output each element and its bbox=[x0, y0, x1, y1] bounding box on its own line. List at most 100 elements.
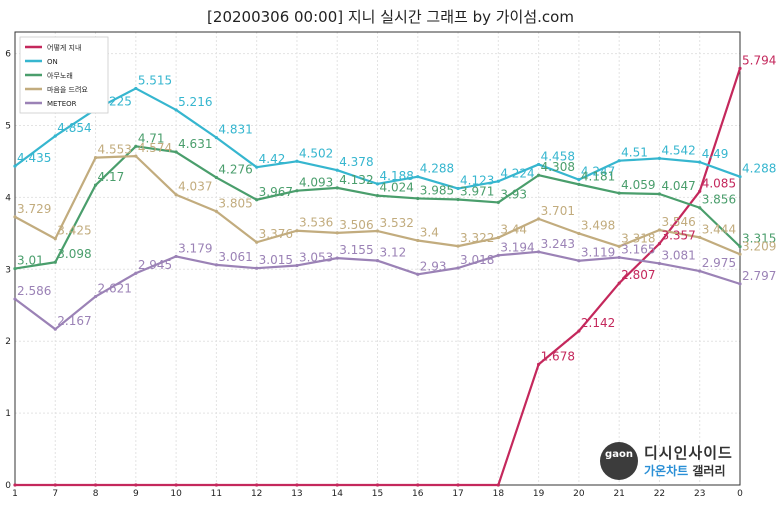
data-point bbox=[295, 263, 299, 268]
watermark-subtitle-a: 가온차트 bbox=[644, 464, 689, 478]
x-tick-label: 18 bbox=[493, 489, 505, 499]
data-point bbox=[617, 191, 621, 195]
y-tick-label: 0 bbox=[5, 481, 11, 491]
data-point bbox=[214, 263, 218, 267]
data-point bbox=[174, 193, 178, 197]
data-label: 2.93 bbox=[420, 259, 447, 273]
data-label: 3.322 bbox=[460, 231, 494, 245]
data-point bbox=[335, 256, 339, 260]
data-label: 4.288 bbox=[742, 162, 776, 176]
data-label: 3.532 bbox=[380, 216, 414, 230]
data-label: 3.081 bbox=[661, 248, 695, 262]
data-point bbox=[93, 156, 98, 160]
data-point bbox=[577, 182, 581, 186]
data-point bbox=[255, 165, 259, 169]
data-point bbox=[375, 194, 380, 198]
data-point bbox=[456, 197, 460, 202]
data-label: 3.01 bbox=[17, 254, 44, 268]
data-point bbox=[93, 183, 98, 187]
data-label: 2.586 bbox=[17, 284, 51, 298]
data-label: 4.71 bbox=[138, 131, 165, 145]
data-label: 5.794 bbox=[742, 53, 776, 67]
data-point bbox=[657, 261, 662, 266]
data-point bbox=[13, 164, 17, 168]
grid-layer bbox=[14, 32, 741, 486]
data-point bbox=[738, 66, 742, 70]
data-label: 3.165 bbox=[621, 242, 655, 256]
data-point bbox=[295, 189, 299, 193]
x-tick-label: 10 bbox=[170, 489, 182, 499]
data-point bbox=[255, 198, 259, 202]
data-label: 4.047 bbox=[661, 179, 695, 193]
data-label: 4.854 bbox=[57, 121, 91, 135]
data-label: 3.243 bbox=[541, 237, 575, 251]
y-tick-label: 1 bbox=[5, 409, 11, 419]
data-label: 4.831 bbox=[218, 123, 252, 137]
data-point bbox=[617, 255, 621, 260]
y-tick-label: 5 bbox=[5, 121, 11, 131]
data-point bbox=[496, 236, 500, 240]
data-label: 3.701 bbox=[541, 204, 575, 218]
data-label: 4.188 bbox=[380, 169, 414, 183]
data-point bbox=[375, 259, 380, 263]
data-point bbox=[657, 192, 662, 196]
x-tick-label: 19 bbox=[533, 489, 545, 499]
data-label: 3.12 bbox=[380, 246, 407, 260]
data-point bbox=[617, 281, 621, 285]
data-label: 4.037 bbox=[178, 180, 212, 194]
data-label: 4.093 bbox=[299, 176, 333, 190]
x-tick-label: 12 bbox=[251, 489, 262, 499]
data-point bbox=[255, 240, 259, 244]
data-label: 3.315 bbox=[742, 232, 776, 246]
data-point bbox=[174, 254, 178, 259]
data-label: 4.288 bbox=[420, 162, 454, 176]
data-label: 4.49 bbox=[702, 147, 729, 161]
series-points bbox=[13, 66, 742, 487]
x-tick-label: 16 bbox=[412, 489, 424, 499]
data-label: 3.119 bbox=[581, 246, 615, 260]
data-label: 3.053 bbox=[299, 250, 333, 264]
watermark-subtitle-b: 갤러리 bbox=[692, 464, 726, 478]
data-label: 3.805 bbox=[218, 196, 252, 210]
y-tick-label: 3 bbox=[5, 265, 11, 275]
data-point bbox=[13, 483, 17, 487]
x-tick-label: 8 bbox=[93, 489, 99, 499]
data-point bbox=[214, 136, 218, 140]
data-label: 3.318 bbox=[621, 231, 655, 245]
data-label: 4.132 bbox=[339, 173, 373, 187]
data-point bbox=[698, 206, 702, 210]
data-label: 3.209 bbox=[742, 239, 776, 253]
x-tick-label: 17 bbox=[452, 489, 463, 499]
data-label: 3.015 bbox=[259, 253, 293, 267]
x-tick-label: 13 bbox=[291, 489, 302, 499]
data-label: 3.444 bbox=[702, 222, 736, 236]
x-tick-label: 0 bbox=[737, 489, 743, 499]
data-point bbox=[537, 217, 541, 221]
data-label: 4.024 bbox=[380, 181, 414, 195]
x-tick-label: 11 bbox=[211, 489, 222, 499]
data-label: 2.975 bbox=[702, 256, 736, 270]
data-point bbox=[174, 483, 178, 487]
data-label: 2.807 bbox=[621, 268, 655, 282]
data-point bbox=[456, 244, 460, 248]
data-point bbox=[577, 259, 581, 263]
data-point bbox=[375, 182, 380, 186]
data-label: 3.93 bbox=[500, 187, 527, 201]
data-label: 4.17 bbox=[98, 170, 125, 184]
data-label: 4.631 bbox=[178, 137, 212, 151]
data-label: 3.018 bbox=[460, 253, 494, 267]
data-point bbox=[93, 294, 98, 299]
data-label: 3.179 bbox=[178, 241, 212, 255]
legend-label: 어떻게 지내 bbox=[47, 43, 81, 52]
data-point bbox=[537, 162, 541, 167]
data-label: 4.308 bbox=[541, 160, 575, 174]
data-label: 4.542 bbox=[661, 143, 695, 157]
data-point bbox=[214, 209, 218, 214]
data-label: 4.276 bbox=[218, 163, 252, 177]
data-point bbox=[53, 327, 57, 331]
data-label: 2.167 bbox=[57, 314, 91, 328]
data-label: 3.4 bbox=[420, 226, 439, 240]
data-label: 3.985 bbox=[420, 183, 454, 197]
